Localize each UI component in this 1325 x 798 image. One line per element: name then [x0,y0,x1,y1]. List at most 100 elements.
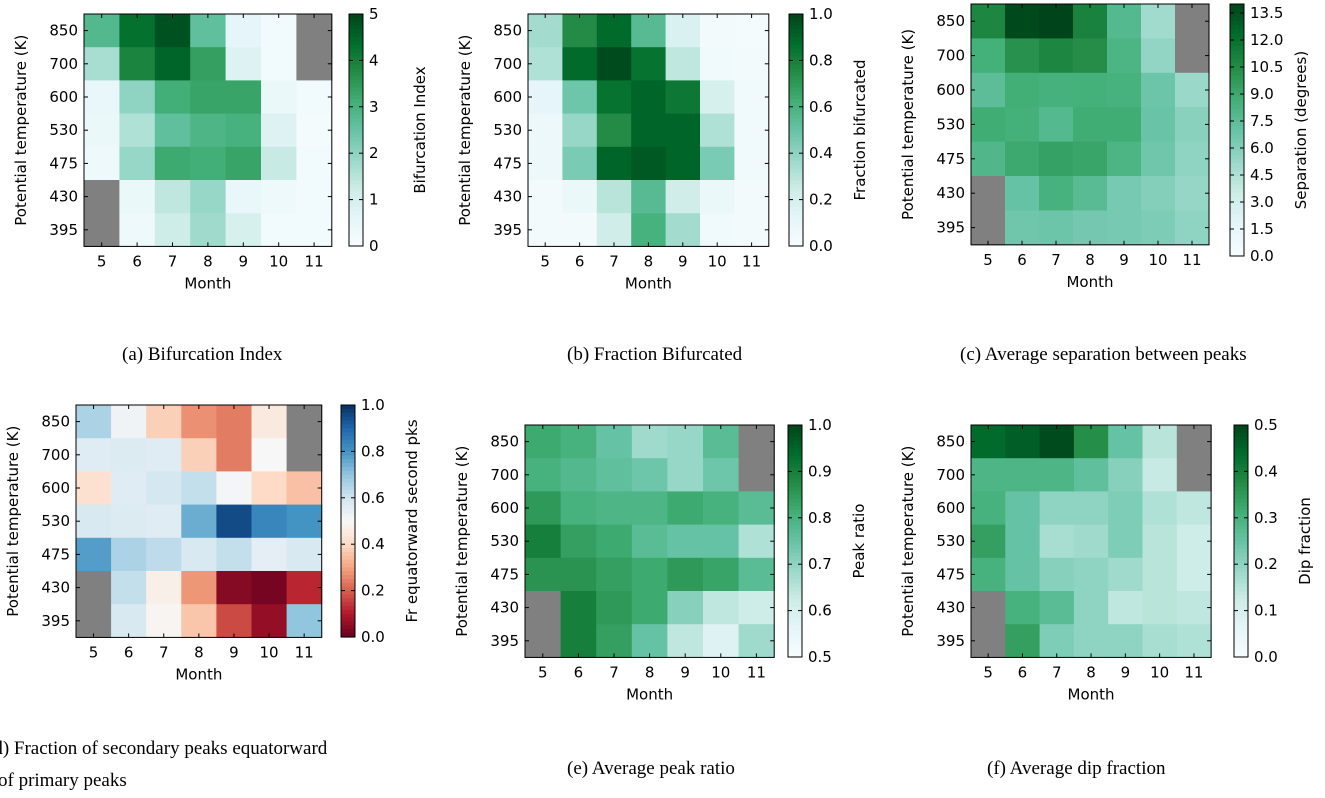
heatmap-cell [251,537,288,572]
colorbar-segment [788,556,802,561]
x-tick-label: 5 [89,643,99,661]
y-tick-label: 395 [936,219,965,237]
y-tick-label: 600 [936,81,965,99]
heatmap-cell [665,213,701,247]
heatmap-cell [1107,141,1142,177]
y-tick-label: 530 [490,532,519,550]
heatmap-cell [1039,38,1074,74]
heatmap-cell [1141,176,1176,211]
colorbar-segment [789,195,803,201]
heatmap-cell [154,146,191,181]
colorbar-segment [341,517,355,522]
heatmap-cell [190,47,227,81]
heatmap-cell [1073,458,1109,492]
heatmap-cell [76,571,112,605]
colorbar-segment [1230,50,1244,55]
colorbar-segment [1230,62,1244,68]
colorbar-segment [1230,130,1244,135]
heatmap-cell [703,491,740,526]
colorbar-tick-label: 0.6 [361,489,385,507]
heatmap-cell [596,624,633,658]
heatmap-cell [1039,141,1074,177]
colorbar-segment [1230,188,1244,194]
colorbar-segment [1230,37,1244,43]
colorbar-segment [1230,117,1244,123]
colorbar-segment [789,149,803,154]
x-tick-label: 6 [1018,663,1028,681]
colorbar-segment [1234,444,1248,449]
x-tick-label: 5 [983,251,993,269]
colorbar-segment [1234,641,1248,646]
y-tick-label: 850 [49,22,78,40]
colorbar-segment [1234,556,1248,561]
colorbar-segment [341,478,355,483]
colorbar-segment [788,568,802,573]
heatmap-cell [596,180,632,214]
heatmap-cell [665,47,701,81]
x-tick-label: 8 [645,663,655,681]
colorbar-segment [788,622,802,627]
colorbar-segment [1230,134,1244,139]
panel-e: 5 6 7 8 9 10 11 850 700 600 530 475 430 395 Month Poten… [453,416,868,703]
heatmap-cell [1141,107,1176,143]
heatmap-cell [560,491,597,526]
heatmap-cell [560,524,597,559]
heatmap-cell [1073,72,1108,108]
colorbar-segment [1234,428,1248,434]
heatmap-cell [146,504,182,539]
colorbar-segment [1230,214,1244,219]
colorbar-segment [788,606,802,612]
colorbar-segment [1230,209,1244,215]
x-axis-label: Month [1066,273,1113,291]
colorbar-segment [341,613,355,619]
heatmap-cell [1039,491,1075,526]
heatmap-cell [1142,524,1178,559]
colorbar-segment [1230,239,1244,244]
heatmap-cell [971,557,1006,592]
colorbar-segment [349,79,363,85]
colorbar-segment [789,122,803,127]
colorbar-segment [341,408,355,414]
colorbar-segment [1234,483,1248,488]
x-tick-label: 8 [1085,251,1095,269]
heatmap-cell [1005,425,1041,459]
heatmap-cell [525,458,562,492]
y-tick-label: 395 [493,221,522,239]
heatmap-cell [261,80,297,115]
colorbar-segment [789,17,803,23]
heatmap-cell [971,107,1006,143]
colorbar-segment [789,157,803,162]
heatmap-cell [667,491,704,526]
heatmap-cell [1005,557,1041,592]
heatmap-cell [1005,72,1040,108]
colorbar-segment [789,133,803,139]
y-tick-label: 700 [936,47,965,65]
colorbar-segment [341,633,355,638]
heatmap-cell [154,113,191,148]
colorbar-tick-label: 0.2 [809,191,833,209]
heatmap-cell [216,537,253,572]
heatmap-cell [596,213,632,247]
panel-f: 5 6 7 8 9 10 11 850 700 600 530 475 430 395 Month Poten… [899,416,1314,703]
x-tick-label: 9 [1119,251,1129,269]
colorbar-segment [1230,33,1244,39]
colorbar-segment [341,501,355,507]
heatmap-cell [76,471,112,506]
heatmap-cell [84,146,120,181]
colorbar-segment [1234,467,1248,472]
heatmap-cell [1141,72,1176,108]
colorbar-segment [341,536,355,541]
colorbar-segment [341,563,355,568]
colorbar-segment [1230,125,1244,131]
colorbar-segment [341,551,355,557]
heatmap-cell [665,180,701,214]
colorbar-segment [1230,193,1244,198]
heatmap-cell [700,180,735,214]
colorbar-segment [789,106,803,112]
colorbar-segment [341,532,355,538]
colorbar-segment [789,160,803,166]
colorbar-segment [1230,159,1244,165]
colorbar-segment [1234,498,1248,503]
heatmap-cell [1175,72,1210,108]
